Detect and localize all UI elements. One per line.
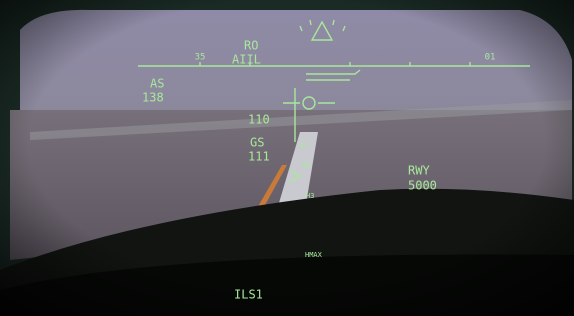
- heading-right: 01: [485, 53, 496, 63]
- runway-length: 5000: [408, 179, 437, 193]
- altitude-marker: 110: [248, 113, 270, 127]
- airspeed-label: AS: [150, 77, 164, 91]
- ground-speed-value: 111: [248, 150, 270, 164]
- mode-line2: AIIL: [232, 53, 261, 67]
- runway-mark: H2: [302, 161, 310, 169]
- ground-speed-label: GS: [250, 136, 264, 150]
- runway-mark: H1: [300, 142, 308, 150]
- vignette: [0, 0, 574, 316]
- heading-left: 35: [195, 53, 206, 63]
- runway-label: RWY: [408, 164, 430, 178]
- approach-label: ILS1: [234, 288, 263, 302]
- runway-mark: H3: [306, 192, 314, 200]
- hud-view: 35 01 RO AIIL AS 138 110 GS 111 RWY 5000…: [0, 0, 574, 316]
- airspeed-value: 138: [142, 91, 164, 105]
- hmax-label: HMAX: [305, 251, 323, 259]
- mode-line1: RO: [244, 39, 258, 53]
